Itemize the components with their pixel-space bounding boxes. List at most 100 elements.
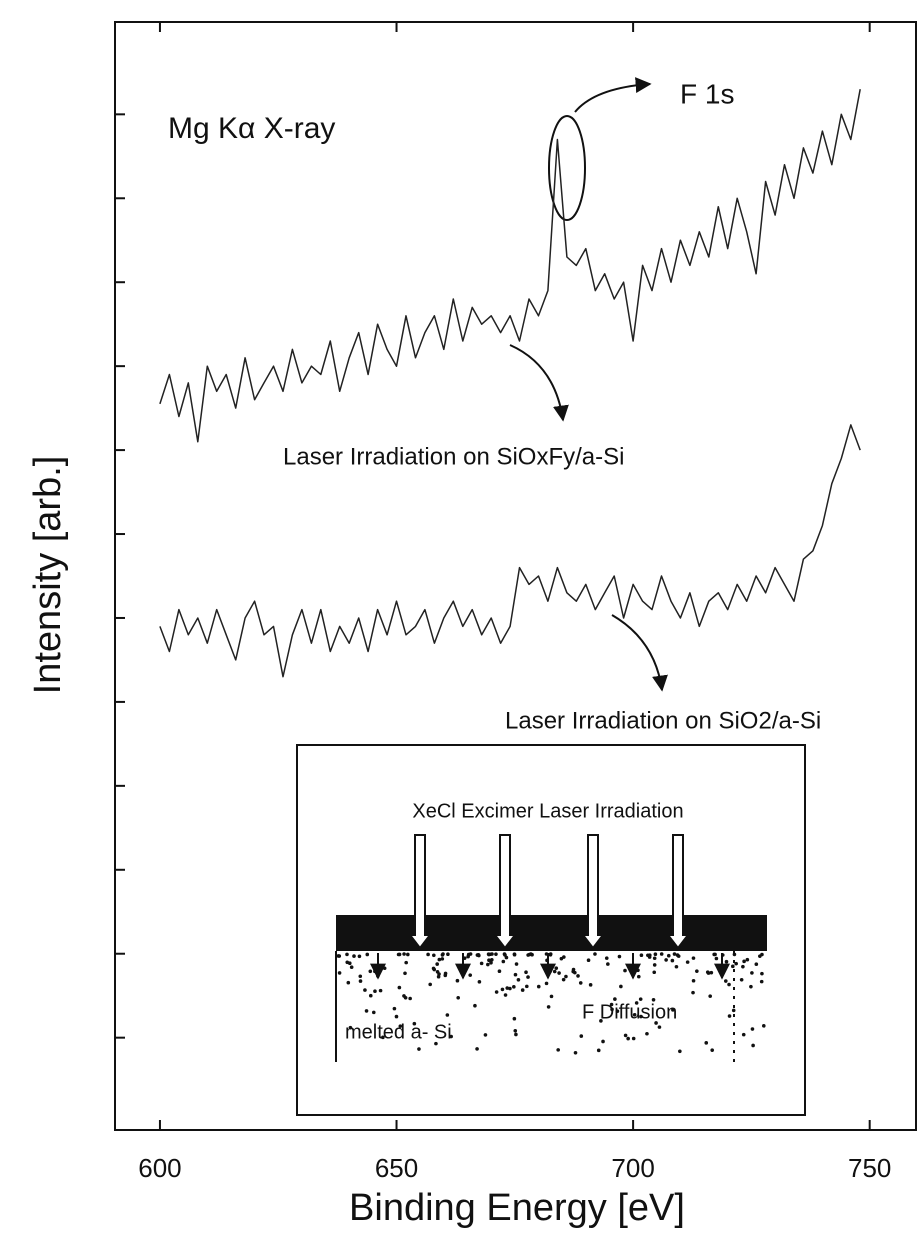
- diffusion-dot: [610, 1007, 614, 1012]
- diffusion-dot: [734, 961, 738, 966]
- diffusion-dot: [357, 954, 362, 959]
- diffusion-dot: [588, 983, 593, 987]
- diffusion-dot: [394, 1014, 399, 1019]
- diffusion-dot: [647, 955, 652, 959]
- diffusion-dot: [619, 984, 623, 989]
- diffusion-dot: [378, 988, 383, 993]
- diffusion-dot: [708, 994, 712, 998]
- diffusion-dot: [437, 957, 442, 962]
- diffusion-dot: [750, 971, 754, 975]
- diffusion-dot: [397, 985, 402, 990]
- diffusion-dot: [349, 965, 354, 970]
- x-tick-label: 650: [375, 1153, 418, 1183]
- diffusion-dot: [723, 979, 728, 983]
- x-tick-label: 750: [848, 1153, 891, 1183]
- diffusion-dot: [441, 952, 445, 956]
- diffusion-dot: [732, 952, 737, 957]
- diffusion-dot: [512, 985, 516, 989]
- diffusion-dot: [634, 1001, 639, 1005]
- diffusion-dot: [601, 1039, 605, 1044]
- diffusion-dot: [403, 971, 407, 976]
- diffusion-dot: [382, 966, 387, 971]
- annotation: Mg Kα X-ray: [168, 112, 335, 145]
- diffusion-dot: [653, 952, 658, 957]
- diffusion-dot: [609, 1002, 614, 1007]
- diffusion-dot: [709, 970, 714, 975]
- diffusion-dot: [501, 959, 506, 964]
- diffusion-dot: [636, 968, 640, 973]
- diffusion-dot: [475, 1047, 479, 1051]
- diffusion-dot: [486, 962, 490, 967]
- diffusion-dot: [710, 1048, 715, 1052]
- spectrum-line: [159, 424, 861, 678]
- diffusion-dot: [742, 959, 746, 964]
- diffusion-dot: [724, 959, 729, 964]
- inset-diagram: XeCl Excimer Laser Irradiation F Diffusi…: [296, 744, 806, 1116]
- diffusion-dot: [678, 1049, 682, 1054]
- diffusion-dot: [556, 1048, 560, 1052]
- diffusion-dot: [639, 953, 644, 958]
- diffusion-dot: [636, 974, 641, 979]
- inset-label: F Diffusion: [582, 1001, 677, 1023]
- diffusion-dot: [691, 956, 696, 960]
- diffusion-dot: [477, 980, 482, 984]
- diffusion-dot: [623, 968, 627, 973]
- diffusion-dot: [527, 952, 532, 957]
- diffusion-dot: [489, 960, 493, 965]
- diffusion-dot: [548, 952, 553, 956]
- diffusion-dot: [364, 1009, 369, 1013]
- diffusion-dot: [751, 1043, 755, 1048]
- diffusion-dot: [371, 1010, 376, 1015]
- laser-arrow: [580, 834, 606, 950]
- diffusion-dot: [446, 952, 450, 956]
- arrow: [574, 77, 652, 113]
- diffusion-dot: [674, 964, 679, 969]
- diffusion-dot: [613, 997, 617, 1001]
- diffusion-dot: [503, 993, 508, 997]
- diffusion-dot: [526, 975, 530, 979]
- diffusion-dot: [695, 969, 699, 973]
- diffusion-dot: [514, 962, 519, 966]
- diffusion-dot: [664, 958, 668, 962]
- diffusion-dot: [479, 961, 484, 966]
- diffusion-dot: [398, 1024, 403, 1028]
- spectrum-line: [159, 89, 861, 443]
- diffusion-dot: [337, 954, 342, 958]
- diffusion-dot: [503, 953, 507, 957]
- diffusion-dot: [487, 952, 491, 957]
- diffusion-dot: [432, 967, 437, 972]
- diffusion-dot: [731, 964, 735, 969]
- diffusion-dot: [645, 1031, 649, 1036]
- diffusion-dot: [760, 952, 764, 957]
- diffusion-dot: [745, 957, 750, 962]
- series-label: Laser Irradiation on SiOxFy/a-Si: [283, 443, 624, 470]
- diffusion-dot: [759, 979, 764, 984]
- diffusion-dot: [714, 956, 719, 961]
- diffusion-dot: [397, 952, 402, 957]
- diffusion-dot: [368, 993, 373, 998]
- diffusion-dot: [402, 994, 406, 998]
- diffusion-dot: [652, 970, 657, 975]
- diffusion-dot: [761, 1024, 766, 1028]
- diffusion-dot: [727, 982, 731, 987]
- arrow: [509, 344, 569, 422]
- diffusion-dot: [513, 1028, 518, 1033]
- diffusion-dot: [428, 982, 432, 987]
- diffusion-dot: [346, 980, 351, 985]
- diffusion-dot: [599, 1019, 603, 1023]
- diffusion-dot: [487, 958, 491, 962]
- y-axis-title: Intensity [arb.]: [27, 456, 69, 695]
- diffusion-dot: [639, 1014, 643, 1019]
- diffusion-dot: [651, 998, 656, 1002]
- diffusion-dot: [536, 984, 541, 989]
- diffusion-dot: [573, 1051, 578, 1055]
- diffusion-dot: [546, 1005, 551, 1009]
- diffusion-dot: [352, 954, 356, 958]
- diffusion-dot: [571, 969, 575, 974]
- diffusion-dot: [494, 990, 499, 994]
- diffusion-dot: [497, 969, 502, 974]
- diffusion-dot: [494, 952, 498, 956]
- diffusion-dot: [437, 972, 441, 976]
- annotation: F 1s: [680, 78, 734, 109]
